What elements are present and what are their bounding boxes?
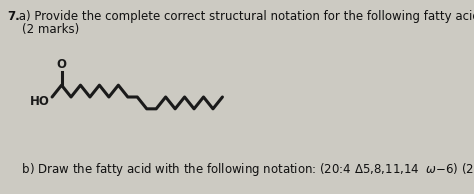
Text: (2 marks): (2 marks): [7, 23, 79, 36]
Text: HO: HO: [30, 95, 50, 108]
Text: 7.: 7.: [7, 10, 19, 23]
Text: a) Provide the complete correct structural notation for the following fatty acid: a) Provide the complete correct structur…: [15, 10, 474, 23]
Text: O: O: [56, 58, 66, 71]
Text: b) Draw the fatty acid with the following notation: (20:4 $\Delta$5,8,11,14  $\o: b) Draw the fatty acid with the followin…: [7, 161, 474, 178]
